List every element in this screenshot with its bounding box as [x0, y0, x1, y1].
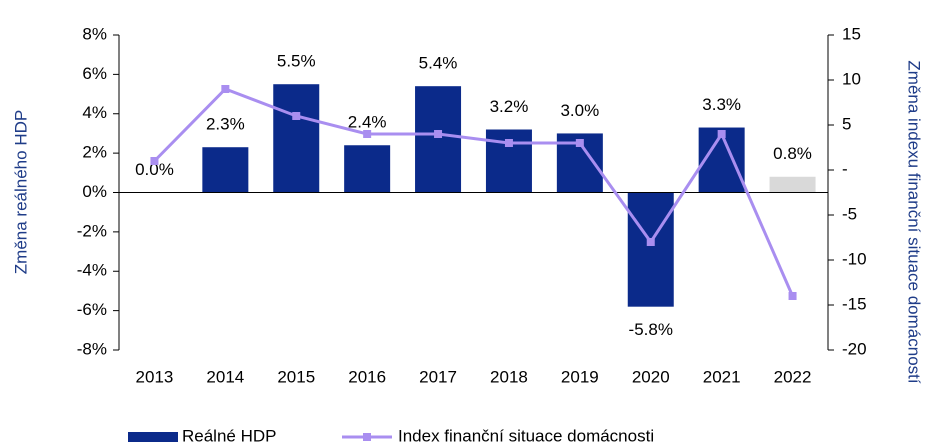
y2-tick-label: 15	[842, 24, 861, 43]
y-tick-label: -2%	[77, 221, 107, 240]
data-label: 3.3%	[702, 95, 741, 114]
data-label: 5.5%	[277, 52, 316, 71]
x-tick-label: 2022	[774, 367, 812, 386]
y-tick-label: 2%	[82, 143, 107, 162]
line-marker	[150, 157, 159, 165]
bar	[769, 176, 816, 193]
y-tick-label: -4%	[77, 261, 107, 280]
x-tick-label: 2013	[136, 367, 174, 386]
data-label: -5.8%	[629, 320, 673, 339]
bar	[344, 145, 391, 193]
x-tick-label: 2021	[703, 367, 741, 386]
line-marker	[434, 130, 443, 138]
bar	[485, 129, 532, 193]
x-tick-label: 2017	[419, 367, 457, 386]
legend-marker	[363, 433, 371, 441]
y-tick-label: 8%	[82, 24, 107, 43]
data-label: 3.0%	[560, 101, 599, 120]
legend-label: Index finanční situace domácnosti	[398, 426, 654, 445]
line-marker	[788, 292, 797, 300]
y2-tick-label: -	[842, 159, 848, 178]
y-tick-label: -6%	[77, 300, 107, 319]
bar	[415, 86, 462, 193]
line-marker	[575, 139, 584, 147]
bar	[202, 147, 249, 193]
y2-tick-label: -10	[842, 249, 867, 268]
line-marker	[363, 130, 372, 138]
x-tick-label: 2018	[490, 367, 528, 386]
y-tick-label: -8%	[77, 339, 107, 358]
bar	[627, 192, 674, 307]
legend-swatch	[128, 432, 178, 442]
data-label: 0.0%	[135, 160, 174, 179]
y2-axis-label: Změna indexu finanční situace domácností	[905, 60, 924, 383]
data-label: 2.4%	[348, 113, 387, 132]
x-tick-label: 2016	[348, 367, 386, 386]
line-marker	[221, 85, 230, 93]
y-tick-label: 4%	[82, 103, 107, 122]
x-tick-label: 2014	[206, 367, 244, 386]
line-marker	[504, 139, 513, 147]
line	[153, 87, 794, 297]
y2-tick-label: -15	[842, 294, 867, 313]
line-marker	[717, 130, 726, 138]
bar	[273, 84, 320, 193]
y2-tick-label: 10	[842, 69, 861, 88]
data-label: 2.3%	[206, 115, 245, 134]
line-marker	[646, 238, 655, 246]
data-label: 3.2%	[490, 97, 529, 116]
legend-label: Reálné HDP	[182, 426, 277, 445]
x-tick-label: 2019	[561, 367, 599, 386]
x-tick-label: 2015	[277, 367, 315, 386]
y-axis-label: Změna reálného HDP	[11, 110, 30, 274]
y-tick-label: 6%	[82, 64, 107, 83]
line-marker	[292, 112, 301, 120]
y-tick-label: 0%	[82, 182, 107, 201]
data-label: 0.8%	[773, 144, 812, 163]
y2-tick-label: -5	[842, 204, 857, 223]
data-label: 5.4%	[419, 54, 458, 73]
x-tick-label: 2020	[632, 367, 670, 386]
y2-tick-label: 5	[842, 114, 851, 133]
y2-tick-label: -20	[842, 339, 867, 358]
